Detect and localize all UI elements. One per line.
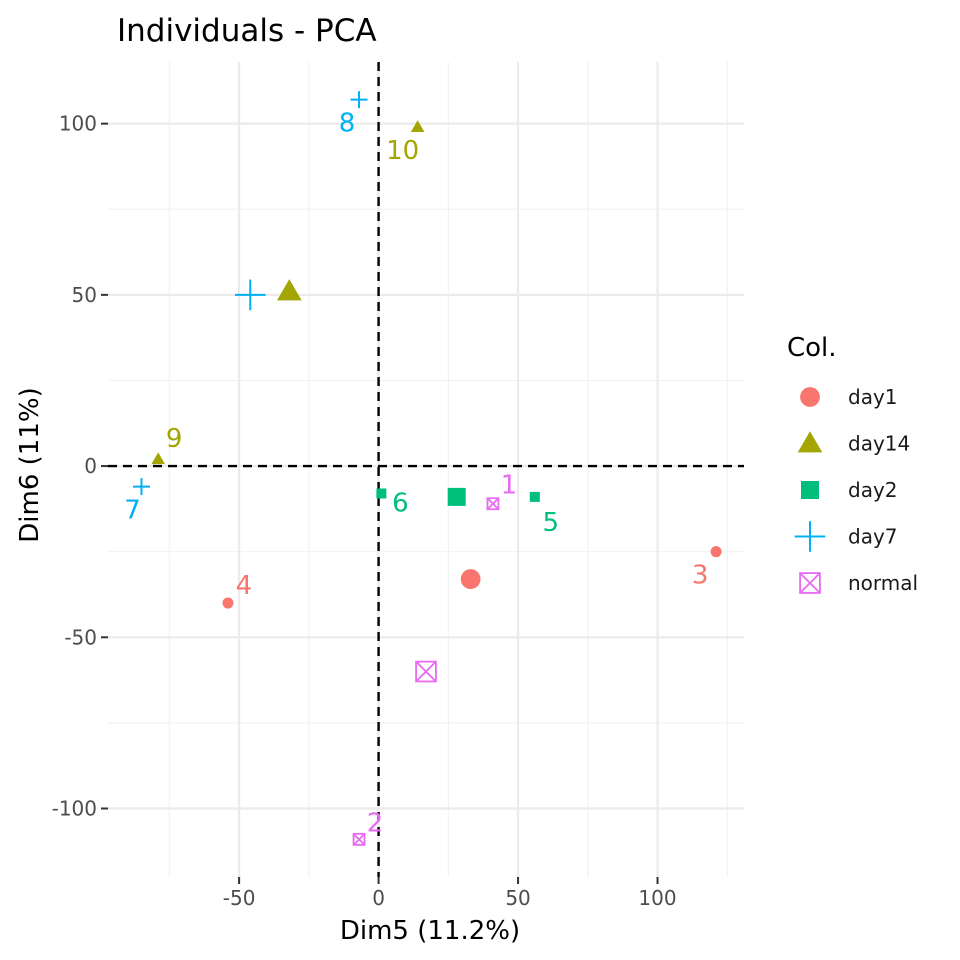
legend-title: Col. — [787, 333, 837, 363]
axes: -50 0 50 100 -100 -50 0 50 100 — [52, 112, 677, 910]
y-tick-label: 50 — [72, 283, 97, 307]
x-tick-label: -50 — [223, 886, 256, 910]
point-label-9: 9 — [166, 424, 183, 454]
legend-key-day14 — [797, 431, 823, 453]
point-10 — [410, 120, 425, 133]
y-tick-label: -50 — [64, 625, 97, 649]
y-axis-title: Dim6 (11%) — [15, 387, 45, 542]
reference-lines — [108, 62, 744, 877]
legend-key-day1 — [800, 387, 820, 407]
x-axis-title: Dim5 (11.2%) — [340, 916, 520, 946]
point-label-3: 3 — [692, 561, 709, 591]
x-tick-label: 50 — [505, 886, 530, 910]
point-5 — [529, 491, 540, 502]
point-6 — [376, 488, 387, 499]
legend-label-day7: day7 — [848, 525, 898, 549]
legend-label-day14: day14 — [848, 432, 910, 456]
point-label-6: 6 — [392, 488, 409, 518]
point-2 — [352, 832, 366, 846]
point-3 — [710, 546, 722, 558]
legend-label-normal: normal — [848, 571, 918, 595]
point-labels: 1 2 3 4 5 6 7 8 9 10 — [124, 109, 708, 839]
point-label-1: 1 — [501, 471, 518, 501]
x-tick-label: 0 — [372, 886, 385, 910]
point-4 — [222, 597, 234, 609]
point-7 — [132, 478, 150, 496]
point-label-5: 5 — [543, 508, 560, 538]
centroid-day2 — [447, 487, 466, 506]
points — [132, 91, 722, 846]
legend-label-day1: day1 — [848, 385, 898, 409]
x-tick-label: 100 — [638, 886, 676, 910]
point-8 — [350, 91, 368, 109]
point-label-10: 10 — [386, 136, 419, 166]
point-label-2: 2 — [367, 808, 384, 838]
legend-key-normal — [799, 572, 821, 594]
y-tick-label: 100 — [59, 112, 97, 136]
legend: Col. day1 day14 day2 day7 normal — [787, 333, 918, 595]
centroid-normal — [415, 660, 437, 683]
legend-key-day7 — [794, 521, 826, 552]
point-label-8: 8 — [339, 109, 356, 139]
centroid-day1 — [460, 569, 481, 589]
y-tick-label: 0 — [84, 454, 97, 478]
centroid-day14 — [277, 279, 302, 301]
point-9 — [151, 452, 166, 465]
chart-title: Individuals - PCA — [117, 13, 377, 49]
point-1 — [486, 497, 500, 511]
point-label-4: 4 — [236, 571, 253, 601]
point-label-7: 7 — [124, 496, 141, 526]
centroid-day7 — [234, 279, 266, 311]
legend-label-day2: day2 — [848, 478, 898, 502]
legend-key-day2 — [801, 481, 819, 499]
y-tick-label: -100 — [52, 797, 97, 821]
